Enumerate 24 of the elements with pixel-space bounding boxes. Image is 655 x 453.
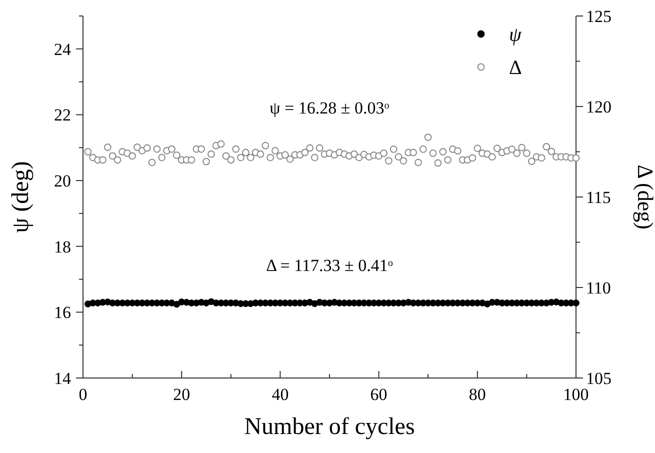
y-axis-title: ψ (deg) [8, 161, 34, 233]
x-tick-label: 100 [563, 385, 589, 404]
annotation: Δ = 117.33 ± 0.41$^{o}$ [266, 256, 393, 276]
y2-axis-title: Δ (deg) [633, 164, 655, 230]
y-tick-label: 16 [54, 303, 71, 322]
x-axis-title: Number of cycles [244, 414, 415, 440]
y-tick-label: 20 [54, 171, 71, 190]
y2-tick-label: 115 [586, 188, 611, 207]
x-tick-label: 20 [173, 385, 190, 404]
y2-tick-label: 105 [586, 368, 612, 388]
y2-tick-label: 125 [586, 6, 612, 26]
x-tick-label: 40 [272, 385, 289, 404]
legend-label: ψ [509, 24, 522, 46]
y-tick-label: 18 [54, 237, 71, 256]
x-tick-label: 80 [468, 385, 486, 404]
y-tick-label: 24 [54, 40, 72, 59]
x-tick-label: 0 [78, 385, 88, 404]
y2-tick-label: 120 [586, 97, 612, 116]
annotation: ψ = 16.28 ± 0.03$^{o}$ [270, 98, 390, 118]
y2-tick-label: 110 [586, 278, 611, 298]
y-tick-label: 14 [54, 368, 72, 388]
y-tick-label: 22 [54, 106, 71, 125]
legend-label: Δ [509, 57, 522, 79]
x-tick-label: 60 [370, 385, 388, 404]
